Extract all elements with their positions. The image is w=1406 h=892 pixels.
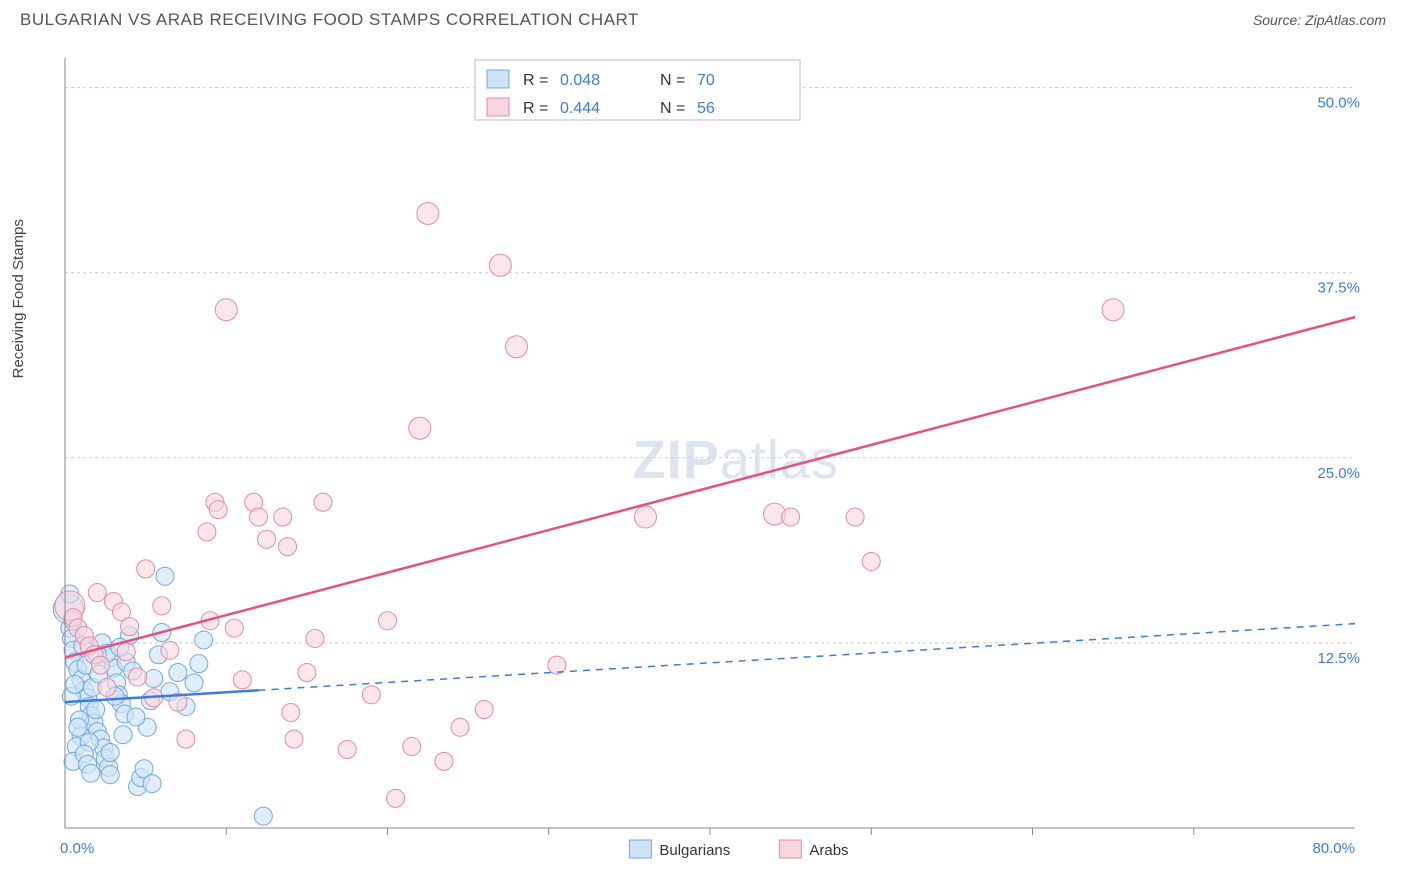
- x-max-label: 80.0%: [1312, 840, 1355, 857]
- data-point: [1102, 299, 1124, 321]
- data-point: [145, 669, 163, 687]
- legend-swatch: [487, 98, 509, 116]
- y-tick-label: 50.0%: [1317, 95, 1360, 112]
- data-point: [101, 743, 119, 761]
- trend-line-arab: [65, 317, 1355, 658]
- source-attribution: Source: ZipAtlas.com: [1253, 12, 1386, 28]
- data-point: [409, 417, 431, 439]
- data-point: [489, 254, 511, 276]
- data-point: [250, 508, 268, 526]
- y-tick-label: 12.5%: [1317, 650, 1360, 667]
- data-point: [417, 202, 439, 224]
- data-point: [69, 718, 87, 736]
- data-point: [169, 664, 187, 682]
- data-point: [782, 508, 800, 526]
- x-min-label: 0.0%: [60, 840, 94, 857]
- legend-r-label: R =: [523, 100, 548, 117]
- data-point: [506, 336, 528, 358]
- data-point: [156, 567, 174, 585]
- data-point: [403, 738, 421, 756]
- legend-n-value: 56: [697, 100, 715, 117]
- data-point: [195, 631, 213, 649]
- data-point: [306, 629, 324, 647]
- data-point: [137, 560, 155, 578]
- legend-r-value: 0.444: [560, 100, 600, 117]
- data-point: [279, 538, 297, 556]
- data-point: [451, 718, 469, 736]
- data-point: [91, 656, 109, 674]
- data-point: [114, 726, 132, 744]
- data-point: [475, 701, 493, 719]
- data-point: [190, 655, 208, 673]
- data-point: [82, 764, 100, 782]
- data-point: [314, 493, 332, 511]
- legend-n-value: 70: [697, 72, 715, 89]
- data-point: [215, 299, 237, 321]
- data-point: [121, 618, 139, 636]
- data-point: [338, 741, 356, 759]
- y-tick-label: 37.5%: [1317, 280, 1360, 297]
- legend-swatch: [487, 70, 509, 88]
- legend-r-label: R =: [523, 72, 548, 89]
- data-point: [635, 506, 657, 528]
- data-point: [258, 530, 276, 548]
- bottom-legend-label: Bulgarians: [659, 842, 730, 859]
- data-point: [274, 508, 292, 526]
- data-point: [185, 674, 203, 692]
- data-point: [153, 597, 171, 615]
- chart-container: Receiving Food Stamps 12.5%25.0%37.5%50.…: [20, 48, 1386, 868]
- data-point: [435, 752, 453, 770]
- legend-r-value: 0.048: [560, 72, 600, 89]
- data-point: [198, 523, 216, 541]
- data-point: [127, 708, 145, 726]
- data-point: [298, 664, 316, 682]
- data-point: [282, 704, 300, 722]
- data-point: [98, 678, 116, 696]
- data-point: [143, 775, 161, 793]
- data-point: [101, 766, 119, 784]
- bottom-legend-swatch: [629, 840, 651, 858]
- data-point: [161, 641, 179, 659]
- trend-line-bulgarian-ext: [259, 624, 1356, 691]
- data-point: [88, 584, 106, 602]
- data-point: [362, 686, 380, 704]
- data-point: [177, 730, 195, 748]
- data-point: [379, 612, 397, 630]
- data-point: [225, 619, 243, 637]
- data-point: [87, 701, 105, 719]
- data-point: [387, 789, 405, 807]
- data-point: [862, 552, 880, 570]
- legend-n-label: N =: [660, 100, 685, 117]
- data-point: [209, 501, 227, 519]
- chart-title: BULGARIAN VS ARAB RECEIVING FOOD STAMPS …: [20, 10, 639, 30]
- data-point: [66, 675, 84, 693]
- y-tick-label: 25.0%: [1317, 465, 1360, 482]
- data-point: [129, 668, 147, 686]
- data-point: [117, 643, 135, 661]
- y-axis-label: Receiving Food Stamps: [10, 219, 27, 378]
- scatter-chart: 12.5%25.0%37.5%50.0%ZIPatlas0.0%80.0%R =…: [20, 48, 1386, 868]
- data-point: [254, 807, 272, 825]
- bottom-legend-swatch: [779, 840, 801, 858]
- data-point: [846, 508, 864, 526]
- data-point: [285, 730, 303, 748]
- data-point: [233, 671, 251, 689]
- bottom-legend-label: Arabs: [809, 842, 848, 859]
- legend-n-label: N =: [660, 72, 685, 89]
